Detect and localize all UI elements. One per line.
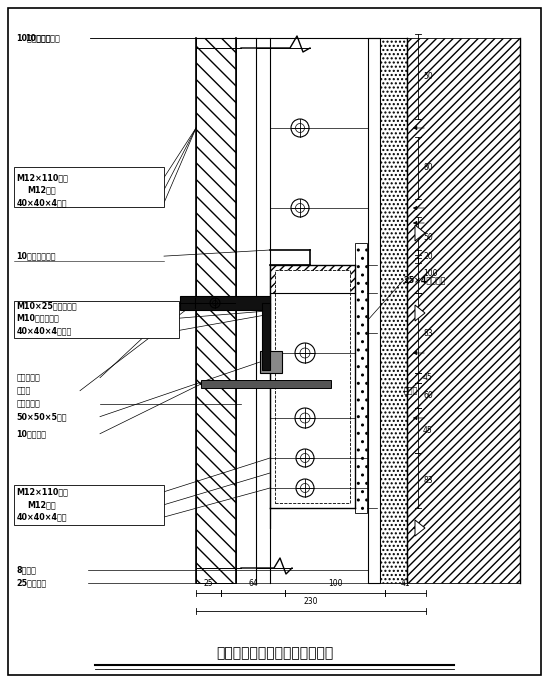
Text: 8厚钢板: 8厚钢板 xyxy=(16,566,36,575)
Text: 10厚钢垫板: 10厚钢垫板 xyxy=(16,429,47,438)
Text: 50: 50 xyxy=(423,233,433,242)
Text: 泡沫胶填充: 泡沫胶填充 xyxy=(16,399,40,408)
Text: M10不锈钢螺母: M10不锈钢螺母 xyxy=(16,313,59,323)
Text: 60: 60 xyxy=(423,391,433,400)
Polygon shape xyxy=(415,225,425,241)
Text: 64: 64 xyxy=(248,579,258,588)
Bar xyxy=(196,38,236,583)
Bar xyxy=(14,301,179,338)
Text: 100: 100 xyxy=(423,270,438,279)
Text: M12螺母: M12螺母 xyxy=(27,500,56,510)
Text: 100: 100 xyxy=(328,579,342,588)
Text: 20: 20 xyxy=(423,252,433,261)
Text: 槽钢柱: 槽钢柱 xyxy=(404,386,418,395)
Text: 25×4防雷铁片: 25×4防雷铁片 xyxy=(404,275,446,285)
Text: 10号槽钢立柱: 10号槽钢立柱 xyxy=(25,33,60,42)
Bar xyxy=(14,485,164,525)
Text: M12×110螺栓: M12×110螺栓 xyxy=(16,487,68,497)
Text: M12×110螺栓: M12×110螺栓 xyxy=(16,173,68,182)
Text: 45: 45 xyxy=(423,426,433,435)
Text: 83: 83 xyxy=(423,329,433,337)
Text: 50×50×5角钢: 50×50×5角钢 xyxy=(16,412,67,421)
Text: 50: 50 xyxy=(423,72,433,81)
Text: 230: 230 xyxy=(304,597,318,606)
Bar xyxy=(270,265,355,293)
Text: 干挂石材竖向防雷主节点大样图: 干挂石材竖向防雷主节点大样图 xyxy=(216,646,333,660)
Text: 10号槽钢立柱: 10号槽钢立柱 xyxy=(16,33,51,42)
Bar xyxy=(14,167,164,207)
Text: 83: 83 xyxy=(423,476,433,485)
Text: 10号槽钢连接件: 10号槽钢连接件 xyxy=(16,251,56,261)
Text: M10×25不锈钢螺栓: M10×25不锈钢螺栓 xyxy=(16,301,77,311)
Text: 80: 80 xyxy=(423,163,433,173)
Text: 40×40×4垫片: 40×40×4垫片 xyxy=(16,198,67,208)
Bar xyxy=(262,303,270,370)
Text: 40×40×4方垫片: 40×40×4方垫片 xyxy=(16,326,72,335)
Bar xyxy=(380,38,407,583)
Bar xyxy=(260,351,282,373)
Text: 40×40×4垫片: 40×40×4垫片 xyxy=(16,512,67,522)
Polygon shape xyxy=(415,305,425,321)
Text: 25厚蘑菇石: 25厚蘑菇石 xyxy=(16,578,47,587)
Bar xyxy=(180,296,270,310)
Text: M12螺母: M12螺母 xyxy=(27,185,56,195)
Bar xyxy=(407,38,520,583)
Text: 45: 45 xyxy=(423,374,433,382)
Text: 耐候胶: 耐候胶 xyxy=(16,386,31,395)
Bar xyxy=(201,380,331,388)
Text: 不锈钢挂件: 不锈钢挂件 xyxy=(16,373,40,382)
Polygon shape xyxy=(415,520,425,536)
Bar xyxy=(368,38,380,583)
Text: 41: 41 xyxy=(401,579,410,588)
Bar xyxy=(355,243,367,513)
Bar xyxy=(275,270,350,503)
Text: 25: 25 xyxy=(204,579,214,588)
